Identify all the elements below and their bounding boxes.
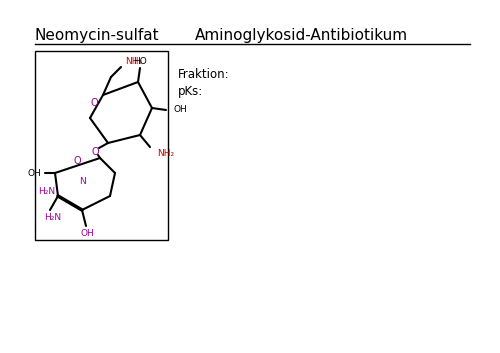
- Text: OH: OH: [174, 106, 188, 114]
- Text: H₂N: H₂N: [44, 214, 61, 222]
- Text: Aminoglykosid-Antibiotikum: Aminoglykosid-Antibiotikum: [195, 28, 408, 43]
- Text: O: O: [74, 156, 82, 167]
- Bar: [35, 51, 168, 240]
- Text: HO: HO: [133, 58, 147, 66]
- Text: OH: OH: [80, 229, 94, 239]
- Text: H₂N: H₂N: [38, 187, 55, 197]
- Text: OH: OH: [27, 168, 41, 178]
- Text: Fraktion:: Fraktion:: [178, 68, 230, 81]
- Text: NH₂: NH₂: [125, 56, 142, 66]
- Text: pKs:: pKs:: [178, 85, 203, 98]
- Text: N: N: [80, 178, 86, 186]
- Text: NH₂: NH₂: [157, 149, 174, 157]
- Text: Neomycin-sulfat: Neomycin-sulfat: [35, 28, 160, 43]
- Text: O: O: [91, 147, 99, 157]
- Text: O: O: [90, 98, 98, 108]
